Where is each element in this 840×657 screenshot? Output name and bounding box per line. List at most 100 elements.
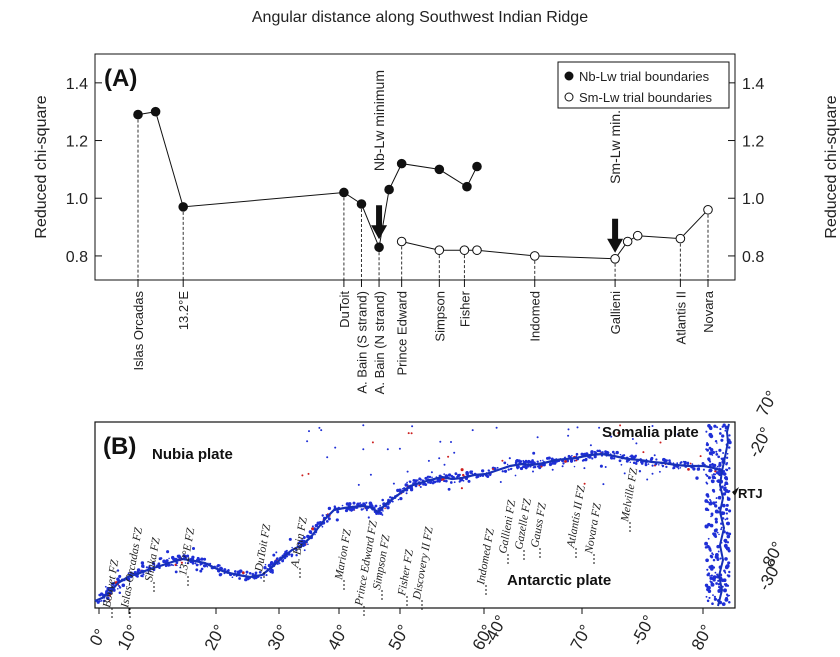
lon-tick-label: 50°: [385, 622, 414, 654]
seismicity-dot: [710, 555, 714, 559]
seismicity-dot: [194, 562, 197, 565]
seismicity-dot: [718, 533, 720, 536]
seismicity-dot: [589, 444, 592, 447]
seismicity-dot: [263, 566, 267, 570]
seismicity-dot: [106, 586, 110, 590]
boundary-label: Indomed: [528, 291, 543, 342]
seismicity-dot: [265, 574, 268, 577]
seismicity-dot: [531, 470, 535, 473]
seismicity-dot: [499, 481, 502, 483]
lon-tick-label: 20°: [201, 622, 230, 654]
boundary-label: A. Bain (N strand): [372, 291, 387, 394]
seismicity-dot: [200, 557, 204, 561]
seismicity-dot: [724, 475, 728, 480]
seismicity-dot: [583, 482, 586, 485]
seismicity-dot: [712, 558, 716, 562]
seismicity-dot: [326, 456, 329, 459]
seismicity-dot: [254, 573, 257, 576]
seismicity-dot: [515, 465, 520, 469]
boundary-label: Gallieni: [608, 291, 623, 334]
seismicity-dot: [253, 577, 256, 580]
seismicity-dot: [475, 475, 479, 479]
seismicity-dot: [602, 483, 605, 486]
seismicity-dot: [454, 472, 458, 476]
seismicity-dot: [166, 550, 170, 554]
seismicity-dot: [162, 559, 166, 564]
seismicity-dot: [377, 512, 380, 515]
seismicity-dot: [314, 523, 319, 528]
seismicity-dot: [352, 508, 355, 511]
seismicity-dot: [619, 424, 622, 427]
seismicity-dot: [704, 541, 709, 546]
sm-point: [632, 230, 643, 241]
legend: Nb-Lw trial boundaries Sm-Lw trial bound…: [557, 61, 730, 109]
seismicity-dot: [314, 533, 316, 536]
sm-point: [622, 236, 633, 247]
seismicity-dot: [362, 448, 365, 451]
seismicity-dot: [725, 531, 729, 535]
seismicity-dot: [725, 503, 729, 507]
seismicity-dot: [379, 511, 383, 515]
seismicity-dot: [723, 486, 727, 490]
seismicity-dot: [661, 464, 664, 467]
seismicity-dot: [200, 567, 204, 571]
seismicity-dot: [705, 443, 709, 447]
seismicity-dot: [723, 569, 726, 573]
seismicity-dot: [617, 432, 620, 434]
seismicity-dot: [118, 574, 122, 578]
nb-point: [434, 164, 445, 175]
boundary-label: Atlantis II: [673, 291, 688, 344]
seismicity-dot: [129, 580, 131, 583]
seismicity-dot: [712, 473, 715, 476]
seismicity-dot: [606, 451, 610, 455]
seismicity-dot: [647, 463, 650, 465]
seismicity-dot: [644, 463, 648, 467]
seismicity-dot: [706, 568, 709, 571]
y-tick-label-left: 1.2: [66, 134, 88, 151]
seismicity-dot: [715, 453, 719, 456]
legend-box: [557, 61, 730, 109]
seismicity-dot: [365, 509, 368, 512]
seismicity-dot: [679, 462, 682, 464]
seismicity-dot: [651, 464, 654, 467]
seismicity-dot: [713, 597, 718, 601]
sm-point: [472, 245, 482, 255]
seismicity-dot: [705, 595, 708, 598]
legend-marker-nb: [564, 71, 574, 81]
seismicity-dot: [726, 534, 731, 539]
seismicity-dot: [216, 564, 220, 567]
seismicity-dot: [447, 473, 452, 477]
seismicity-dot: [501, 470, 504, 473]
seismicity-dot: [717, 588, 722, 593]
seismicity-dot: [462, 473, 465, 477]
seismicity-dot: [365, 501, 368, 504]
seismicity-dot: [397, 498, 400, 501]
seismicity-dot: [424, 483, 428, 486]
seismicity-dot: [718, 432, 722, 435]
legend-marker-sm: [564, 92, 574, 102]
seismicity-dot: [595, 451, 597, 454]
seismicity-dot: [704, 583, 709, 587]
seismicity-dot: [438, 457, 441, 460]
seismicity-dot: [728, 497, 731, 500]
seismicity-dot: [269, 571, 272, 574]
seismicity-dot: [687, 468, 690, 471]
seismicity-dot: [426, 476, 429, 479]
seismicity-dot: [718, 495, 720, 498]
seismicity-dot: [236, 570, 240, 574]
seismicity-dot: [712, 566, 716, 569]
lon-tick-label: 40°: [324, 622, 353, 654]
seismicity-dot: [707, 589, 712, 594]
seismicity-dot: [290, 553, 294, 557]
seismicity-dot: [514, 474, 517, 477]
seismicity-dot: [726, 452, 729, 455]
seismicity-dot: [245, 573, 248, 576]
seismicity-dot: [182, 555, 186, 558]
seismicity-dot: [725, 463, 728, 466]
seismicity-dot: [711, 602, 714, 605]
seismicity-dot: [344, 509, 349, 513]
seismicity-dot: [651, 425, 654, 427]
seismicity-dot: [218, 571, 220, 573]
seismicity-dot: [567, 434, 570, 437]
seismicity-dot: [321, 525, 324, 528]
